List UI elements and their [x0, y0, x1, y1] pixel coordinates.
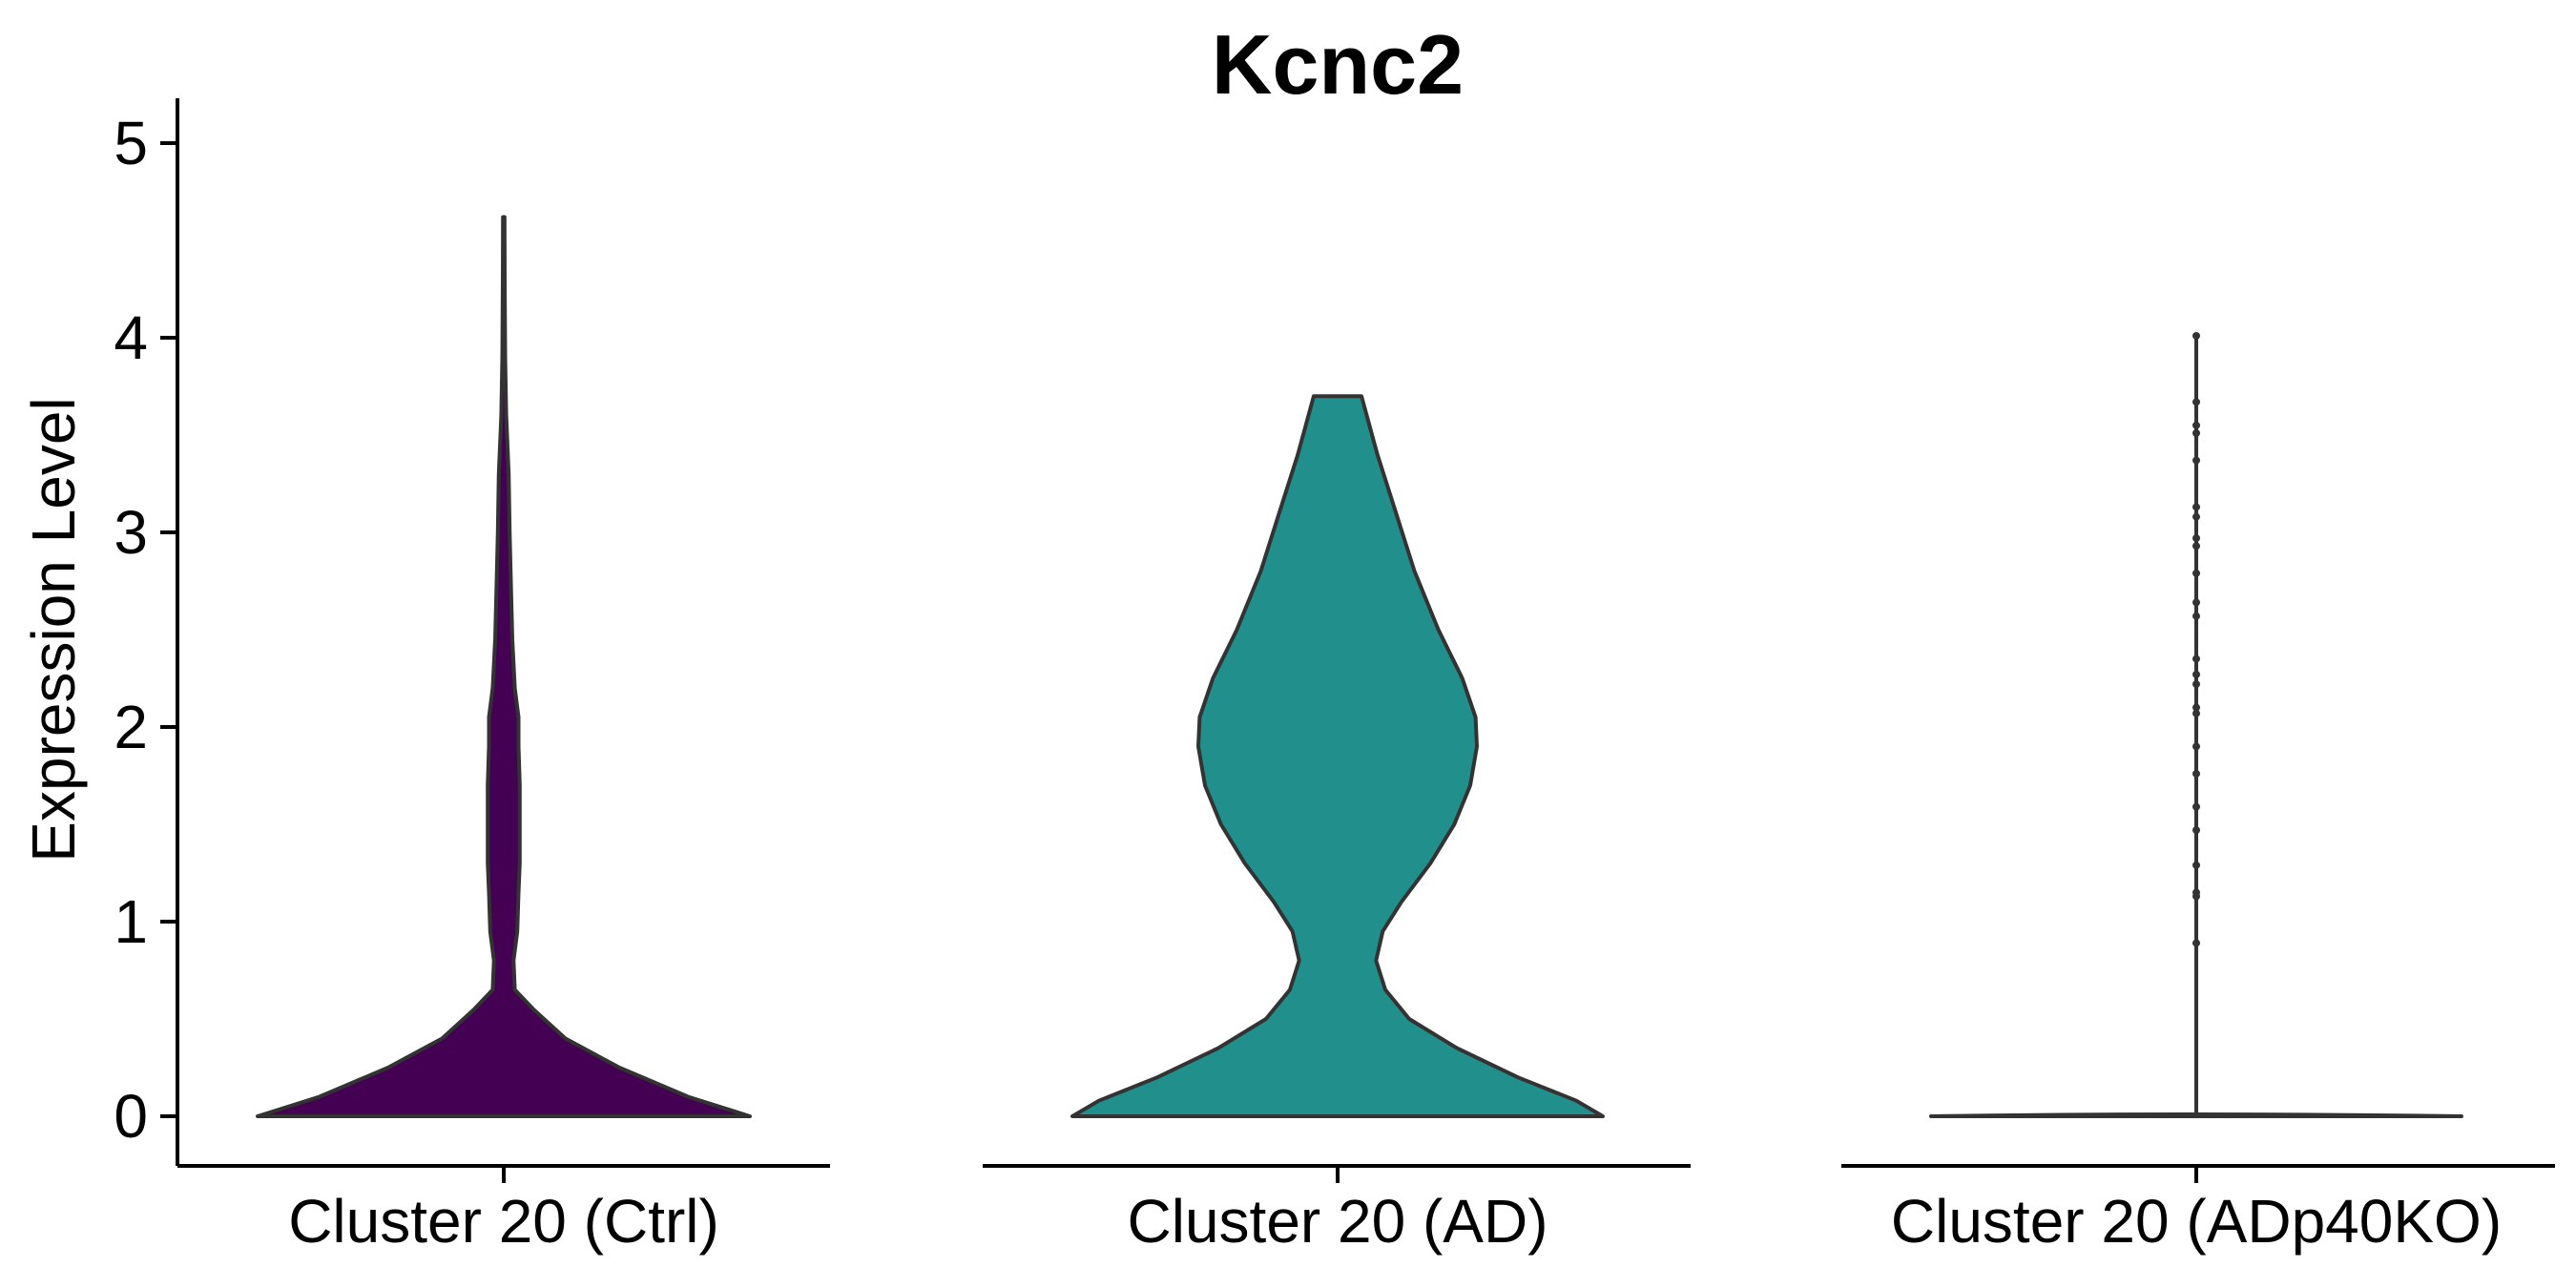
data-point — [2192, 398, 2200, 406]
data-point — [2192, 826, 2200, 835]
y-tick-label: 4 — [114, 303, 148, 372]
x-axis-ticks: Cluster 20 (Ctrl) Cluster 20 (AD) Cluster … — [288, 1166, 2502, 1256]
x-tick-label: Cluster 20 (AD) — [1128, 1187, 1548, 1256]
data-point — [2192, 802, 2200, 811]
data-point — [2192, 534, 2200, 543]
violin-ad — [1070, 394, 1605, 1118]
x-tick-label: Cluster 20 (Ctrl) — [288, 1187, 719, 1256]
y-axis-label: Expression Level — [19, 397, 88, 862]
data-point — [2192, 654, 2200, 663]
y-tick-label: 5 — [114, 109, 148, 177]
data-point — [2192, 670, 2200, 678]
data-point — [2192, 512, 2200, 521]
data-point — [2192, 769, 2200, 778]
data-point — [2192, 612, 2200, 620]
data-point — [2192, 709, 2200, 717]
data-point — [2192, 421, 2200, 429]
data-point — [2192, 598, 2200, 607]
data-point — [2192, 861, 2200, 869]
data-point — [2192, 680, 2200, 689]
y-tick-label: 0 — [114, 1082, 148, 1151]
data-point — [2192, 542, 2200, 551]
violin-ctrl — [256, 215, 752, 1118]
data-point — [2192, 503, 2200, 511]
y-axis-ticks: 0 1 2 3 4 5 — [114, 109, 177, 1151]
y-tick-label: 3 — [114, 498, 148, 567]
y-tick-label: 1 — [114, 887, 148, 956]
data-point — [2192, 428, 2200, 437]
x-tick-label: Cluster 20 (ADp40KO) — [1891, 1187, 2502, 1256]
data-point — [2192, 888, 2200, 897]
data-point — [2192, 331, 2200, 340]
data-point — [2192, 456, 2200, 465]
violins — [256, 215, 2463, 1118]
chart-title: Kcnc2 — [1212, 17, 1464, 112]
data-point — [2192, 742, 2200, 751]
y-tick-label: 2 — [114, 693, 148, 761]
data-point — [2192, 939, 2200, 947]
data-point — [2192, 569, 2200, 577]
data-point — [2192, 703, 2200, 712]
